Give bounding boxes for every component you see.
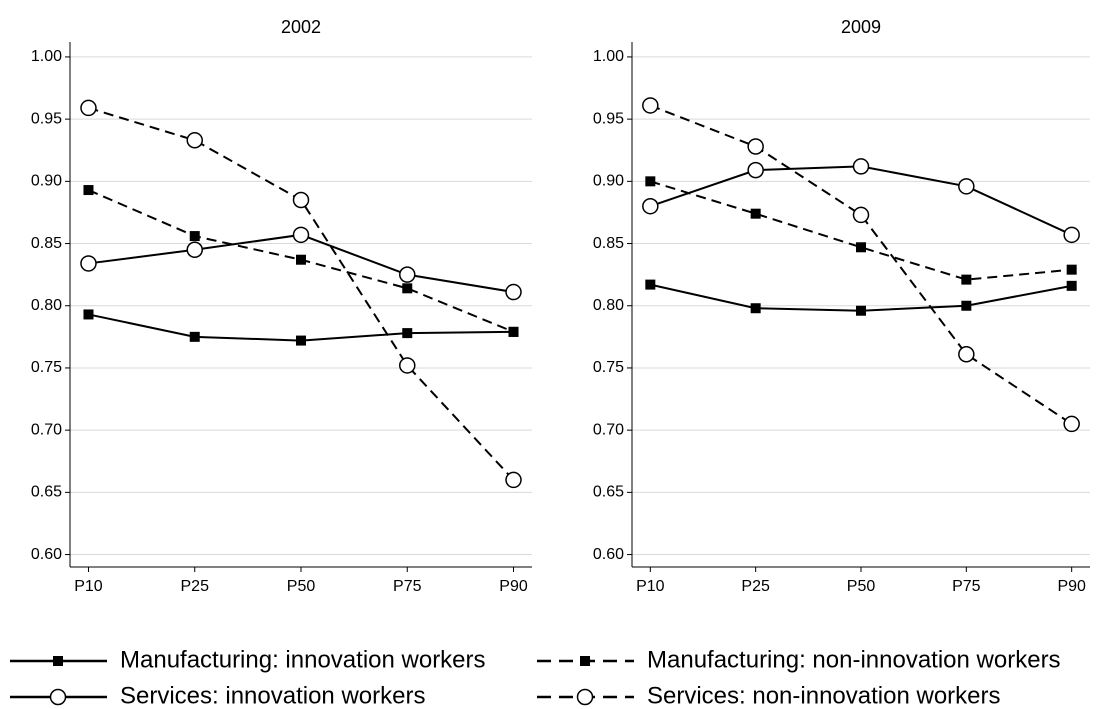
x-tick-label: P10 — [636, 578, 665, 595]
marker — [747, 138, 764, 155]
x-tick-label: P25 — [741, 578, 770, 595]
marker — [642, 97, 659, 114]
x-tick-label: P75 — [952, 578, 981, 595]
marker — [580, 656, 590, 666]
y-tick-label: 0.65 — [31, 484, 62, 501]
marker — [508, 326, 519, 337]
marker — [576, 688, 594, 706]
marker — [750, 208, 761, 219]
x-tick-label: P50 — [287, 578, 316, 595]
y-tick-label: 0.70 — [593, 421, 624, 438]
y-tick-label: 0.60 — [593, 546, 624, 563]
y-tick-label: 0.80 — [593, 297, 624, 314]
series-line — [649, 104, 1073, 425]
marker — [1063, 226, 1080, 244]
marker — [53, 656, 63, 666]
y-tick-label: 1.00 — [593, 48, 624, 65]
marker — [1066, 280, 1077, 291]
marker — [852, 206, 870, 224]
x-tick-label: P90 — [499, 578, 528, 595]
chart-title: 2009 — [841, 17, 881, 37]
y-tick-label: 0.60 — [31, 546, 62, 563]
marker — [186, 241, 203, 259]
series-line — [650, 180, 1072, 281]
y-tick-label: 0.70 — [31, 421, 62, 438]
marker — [747, 161, 764, 179]
y-tick-label: 1.00 — [31, 48, 62, 65]
y-tick-label: 0.95 — [31, 110, 62, 127]
marker — [1066, 264, 1077, 275]
marker — [49, 688, 67, 706]
marker — [961, 300, 972, 311]
marker — [399, 266, 416, 283]
marker — [402, 283, 413, 294]
marker — [80, 99, 97, 117]
series-line — [88, 106, 515, 481]
marker — [1063, 415, 1080, 433]
marker — [402, 328, 413, 339]
marker — [856, 305, 866, 316]
y-tick-label: 0.75 — [593, 359, 624, 376]
chart-title: 2002 — [281, 17, 321, 37]
legend-label: Manufacturing: innovation workers — [120, 646, 486, 673]
marker — [83, 185, 94, 196]
marker — [645, 176, 656, 187]
marker — [292, 226, 310, 244]
marker — [80, 255, 97, 272]
marker — [189, 331, 200, 342]
marker — [958, 346, 975, 363]
marker — [189, 231, 200, 242]
y-tick-label: 0.85 — [593, 235, 624, 252]
marker — [505, 283, 522, 301]
marker — [83, 309, 94, 320]
y-tick-label: 0.95 — [593, 110, 624, 127]
marker — [856, 242, 866, 253]
y-tick-label: 0.65 — [593, 484, 624, 501]
x-tick-label: P90 — [1057, 578, 1086, 595]
marker — [958, 178, 975, 195]
marker — [296, 335, 306, 346]
marker — [642, 197, 659, 215]
marker — [852, 158, 870, 175]
marker — [186, 132, 203, 149]
y-tick-label: 0.75 — [31, 359, 62, 376]
marker — [399, 357, 416, 374]
marker — [505, 471, 522, 489]
x-tick-label: P25 — [181, 578, 210, 595]
y-tick-label: 0.85 — [31, 235, 62, 252]
y-tick-label: 0.80 — [31, 297, 62, 314]
x-tick-label: P10 — [74, 578, 103, 595]
y-tick-label: 0.90 — [31, 173, 62, 190]
x-tick-label: P50 — [847, 578, 876, 595]
legend-label: Services: innovation workers — [120, 682, 425, 709]
y-tick-label: 0.90 — [593, 173, 624, 190]
marker — [961, 274, 972, 285]
marker — [645, 279, 656, 290]
x-tick-label: P75 — [393, 578, 422, 595]
marker — [292, 191, 310, 209]
marker — [750, 303, 761, 314]
marker — [296, 254, 306, 265]
legend-label: Manufacturing: non-innovation workers — [647, 646, 1061, 673]
legend-label: Services: non-innovation workers — [647, 682, 1001, 709]
